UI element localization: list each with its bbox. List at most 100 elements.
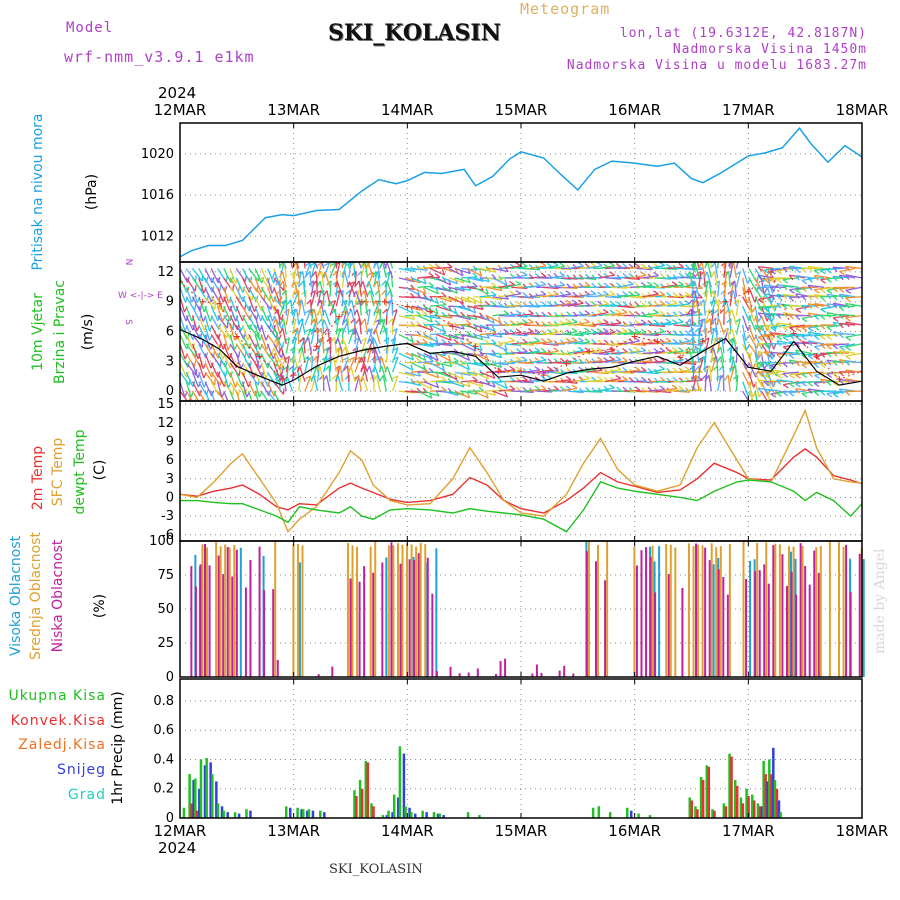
wind-barb-flag <box>292 308 298 315</box>
wind-barb-flag <box>384 262 388 269</box>
wind-barb-flag <box>491 282 497 288</box>
wind-barb-flag <box>634 386 641 391</box>
wind-barb-flag <box>795 349 800 356</box>
panel-pressure-grid <box>180 123 862 262</box>
wind-barb <box>436 314 453 319</box>
wind-barb <box>517 390 534 394</box>
wind-barb-flag <box>715 337 721 342</box>
wind-barb <box>461 390 478 395</box>
wind-barb-flag <box>622 357 628 362</box>
wind-barb-flag <box>521 271 528 276</box>
wind-barb <box>839 313 856 317</box>
ytick-label: 9 <box>166 295 174 310</box>
wind-barb-flag <box>282 388 285 395</box>
wind-barb <box>554 302 571 307</box>
wind-barb <box>732 262 738 279</box>
wind-barb-flag <box>547 301 553 306</box>
wind-barb-flag <box>286 299 292 305</box>
precip-bar <box>198 788 201 818</box>
wind-barb-flag <box>795 374 802 379</box>
wind-barb <box>767 324 773 341</box>
wind-barb-flag <box>659 365 665 370</box>
wind-barb <box>454 352 470 362</box>
wind-barb <box>321 271 325 288</box>
wind-barb <box>430 304 447 307</box>
wind-barb-flag <box>384 366 388 373</box>
wind-barb <box>248 334 257 349</box>
wind-barb-flag <box>528 301 534 307</box>
wind-barb-flag <box>641 376 647 382</box>
wind-barb-flag <box>366 328 370 335</box>
gust-marker <box>180 278 183 285</box>
wind-barb <box>350 309 356 326</box>
wind-barb <box>719 346 725 363</box>
wind-barb <box>605 368 622 373</box>
wind-barb-flag <box>769 286 776 292</box>
ytick-label: 0 <box>166 490 174 505</box>
wind-barb <box>291 318 297 335</box>
wind-barb-flag <box>769 304 776 310</box>
precip-bar <box>421 810 424 818</box>
wind-barb-flag <box>309 254 311 260</box>
wind-barb-flag <box>194 285 197 292</box>
wind-barb <box>273 381 285 395</box>
wind-barb <box>191 324 201 340</box>
wind-barb <box>216 315 228 329</box>
wind-barb-flag <box>272 296 277 303</box>
wind-barb <box>820 362 837 365</box>
wind-barb <box>529 265 546 270</box>
wind-barb-flag <box>788 334 795 340</box>
wind-barb <box>517 321 534 326</box>
gust-marker <box>427 308 434 315</box>
wind-barb <box>555 379 572 383</box>
wind-barb <box>789 324 806 329</box>
wind-barb-flag <box>305 270 311 277</box>
wind-barb-flag <box>659 300 666 306</box>
wind-barb-flag <box>540 338 547 343</box>
model-altitude-label: Nadmorska Visina u modelu 1683.27m <box>566 58 867 73</box>
wind-barb <box>530 351 547 354</box>
wind-barb-flag <box>591 338 597 344</box>
wind-barb <box>185 305 193 322</box>
wind-barb <box>455 323 472 326</box>
wind-barb <box>282 318 287 335</box>
precip-bar <box>690 800 693 818</box>
wind-barb <box>185 371 194 388</box>
wind-barb <box>398 314 415 320</box>
wind-barb <box>839 305 856 308</box>
wind-barb-flag <box>360 290 365 297</box>
wind-barb-flag <box>378 254 380 260</box>
wind-barb-flag <box>845 303 850 309</box>
wind-barb-flag <box>466 354 471 361</box>
wind-barb-flag <box>826 393 833 398</box>
wind-barb-flag <box>814 374 820 379</box>
precip-bar <box>756 803 760 818</box>
wind-barb <box>598 294 615 298</box>
wind-barb-flag <box>700 355 705 362</box>
wind-barb-flag <box>559 262 566 268</box>
wind-barb-flag <box>813 382 820 388</box>
wind-barb-flag <box>565 318 572 323</box>
wind-barb-flag <box>504 382 508 389</box>
wind-barb-flag <box>728 309 733 316</box>
wind-barb-flag <box>187 361 190 368</box>
gust-marker <box>313 343 320 350</box>
wind-barb <box>346 318 350 335</box>
wind-barb-flag <box>422 338 428 344</box>
wind-barb-flag <box>832 287 838 293</box>
wind-barb <box>373 319 381 335</box>
wind-barb-flag <box>770 332 775 338</box>
wind-barb-flag <box>378 366 383 372</box>
wind-barb-flag <box>603 339 610 345</box>
wind-barb <box>198 315 206 331</box>
gust-marker <box>495 368 502 375</box>
model-name: wrf-nmm_v3.9.1 e1km <box>64 48 255 66</box>
wind-barb <box>492 332 509 336</box>
wind-barb <box>376 262 381 279</box>
wind-barb <box>623 331 640 336</box>
wind-barb-flag <box>540 290 547 296</box>
wind-barb <box>754 306 759 323</box>
wind-barb-flag <box>794 268 801 274</box>
wind-barb-flag <box>640 319 647 324</box>
wind-barb-flag <box>725 253 728 258</box>
